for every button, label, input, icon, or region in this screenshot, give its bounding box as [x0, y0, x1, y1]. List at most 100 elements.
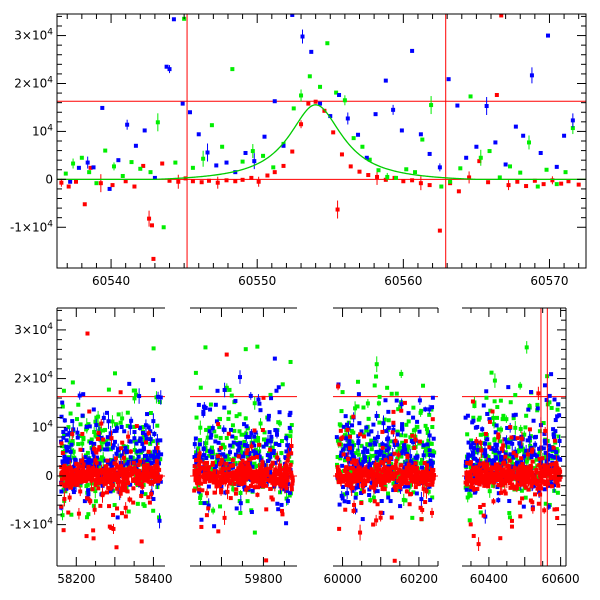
bottom-data-point: [141, 425, 146, 430]
top-data-point: [448, 179, 453, 184]
bottom-data-point: [99, 421, 104, 426]
bottom-data-point: [216, 422, 221, 427]
bottom-data-point: [210, 472, 215, 477]
bottom-data-point: [280, 467, 285, 472]
top-data-point: [94, 181, 99, 186]
bottom-data-point: [222, 515, 227, 520]
bottom-data-point: [131, 460, 136, 465]
bottom-data-point: [101, 415, 106, 420]
bottom-data-point: [216, 440, 221, 445]
bottom-data-point: [341, 424, 346, 429]
bottom-data-point: [338, 456, 343, 461]
top-y-tick-label: 2×104: [14, 75, 53, 90]
bottom-data-point: [241, 481, 246, 486]
bottom-data-point: [222, 405, 227, 410]
top-data-point: [529, 73, 534, 78]
bottom-data-point: [395, 449, 400, 454]
top-data-point: [261, 153, 266, 158]
top-data-point: [503, 162, 508, 167]
bottom-data-point: [100, 440, 105, 445]
bottom-data-point: [252, 530, 257, 535]
bottom-data-point: [137, 477, 142, 482]
bottom-data-point: [155, 423, 160, 428]
bottom-data-point: [270, 479, 275, 484]
bottom-data-point: [96, 464, 101, 469]
bottom-data-point: [110, 477, 115, 482]
bottom-data-point: [335, 455, 340, 460]
bottom-data-point: [92, 471, 97, 476]
bottom-data-point: [233, 461, 238, 466]
bottom-data-point: [266, 413, 271, 418]
bottom-data-point: [274, 388, 279, 393]
bottom-data-point: [96, 457, 101, 462]
bottom-data-point: [87, 409, 92, 414]
top-data-point: [148, 170, 153, 175]
bottom-data-point: [283, 466, 288, 471]
bottom-data-point: [374, 450, 379, 455]
bottom-data-point: [217, 416, 222, 421]
bottom-data-point: [252, 485, 257, 490]
bottom-data-point: [369, 438, 374, 443]
bottom-data-point: [415, 419, 420, 424]
bottom-data-point: [266, 417, 271, 422]
bottom-data-point: [251, 455, 256, 460]
bottom-data-point: [430, 460, 435, 465]
top-data-point: [437, 228, 442, 233]
bottom-data-point: [237, 429, 242, 434]
bottom-data-point: [118, 420, 123, 425]
bottom-data-point: [261, 444, 266, 449]
bottom-data-point: [286, 468, 291, 473]
bottom-data-point: [339, 493, 344, 498]
bottom-data-point: [108, 489, 113, 494]
bottom-data-point: [198, 459, 203, 464]
bottom-data-point: [249, 431, 254, 436]
top-data-point: [427, 183, 432, 188]
bottom-data-point: [244, 487, 249, 492]
bottom-data-point: [259, 471, 264, 476]
top-data-point: [404, 167, 409, 172]
bottom-data-point: [343, 414, 348, 419]
top-data-point: [550, 178, 555, 183]
top-plot-area: [57, 14, 586, 268]
bottom-data-point: [70, 380, 75, 385]
bottom-data-point: [200, 469, 205, 474]
bottom-data-point: [238, 501, 243, 506]
bottom-data-point: [206, 465, 211, 470]
bottom-data-point: [276, 457, 281, 462]
bottom-data-point: [214, 419, 219, 424]
top-data-point: [120, 173, 125, 178]
bottom-data-point: [208, 449, 213, 454]
bottom-data-point: [149, 465, 154, 470]
bottom-data-point: [63, 456, 68, 461]
bottom-data-point: [230, 470, 235, 475]
bottom-data-point: [398, 487, 403, 492]
bottom-data-point: [289, 470, 294, 475]
top-data-point: [173, 160, 178, 165]
bottom-data-point: [105, 458, 110, 463]
bottom-data-point: [394, 481, 399, 486]
bottom-data-point: [114, 451, 119, 456]
bottom-data-point: [377, 394, 382, 399]
bottom-data-point: [109, 481, 114, 486]
bottom-data-point: [145, 460, 150, 465]
bottom-data-point: [364, 425, 369, 430]
bottom-data-point: [136, 463, 141, 468]
bottom-data-point: [261, 437, 266, 442]
top-data-point: [66, 184, 71, 189]
bottom-data-point: [289, 423, 294, 428]
bottom-data-point: [242, 439, 247, 444]
bottom-data-point: [104, 474, 109, 479]
bottom-data-point: [226, 431, 231, 436]
bottom-data-point: [86, 473, 91, 478]
bottom-data-point: [374, 374, 379, 379]
bottom-data-point: [389, 461, 394, 466]
top-data-point: [281, 143, 286, 148]
bottom-data-point: [119, 466, 124, 471]
bottom-data-point: [287, 425, 292, 430]
bottom-data-point: [66, 466, 71, 471]
top-data-point: [201, 156, 206, 161]
bottom-data-point: [129, 418, 134, 423]
bottom-data-point: [378, 457, 383, 462]
bottom-data-point: [275, 455, 280, 460]
bottom-data-point: [252, 401, 257, 406]
